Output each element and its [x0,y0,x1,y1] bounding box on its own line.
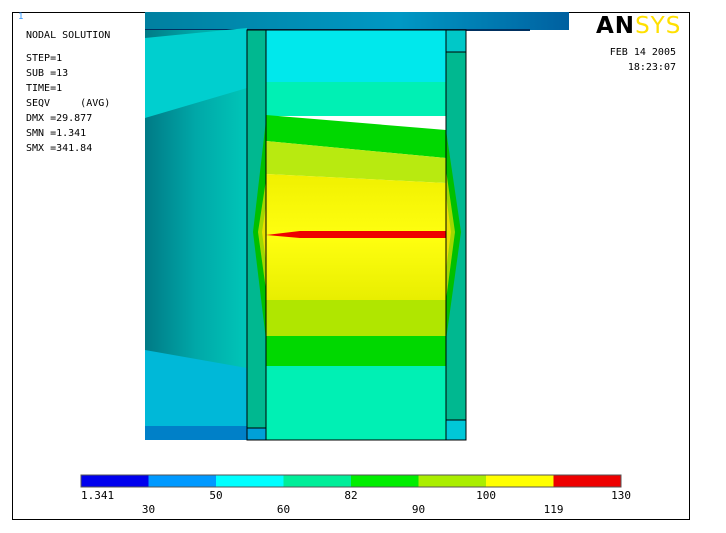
time-label: TIME=1 [26,83,63,94]
legend-bottom-label: 30 [141,503,156,516]
left-wall-bottom-accent [246,427,267,441]
legend-top-label: 82 [344,489,358,502]
legend-top-label: 1.341 [81,489,115,502]
time-stamp: 18:23:07 [627,62,676,73]
left-wall-yellow [262,205,266,262]
legend-swatch-3 [283,475,351,487]
left-body-bottom [145,426,247,440]
top-flange [145,12,569,30]
legend-swatch-6 [486,475,554,487]
left-wall-yellowgreen [258,180,266,290]
right-wall-yellow [446,195,451,270]
dmx-label: DMX =29.877 [26,113,93,124]
window-number: 1 [18,12,24,22]
legend-swatch-0 [81,475,149,487]
legend-bottom-label: 90 [411,503,426,516]
legend-bottom-label: 60 [276,503,291,516]
right-wall-bottom [445,419,467,441]
legend-swatch-2 [216,475,284,487]
date-stamp: FEB 14 2005 [609,47,676,58]
legend-bottom-label: 119 [543,503,564,516]
smx-label: SMX =341.84 [26,143,93,154]
result-title: NODAL SOLUTION [26,30,111,41]
logo-an: AN [596,13,636,39]
center-green-upper [266,115,446,158]
crack-region [266,231,446,238]
legend-outline [80,474,622,488]
seqv-label: SEQV (AVG) [26,98,111,109]
sub-label: SUB =13 [26,68,69,79]
center-aqua-lower [266,366,446,440]
ansys-logo: ANSYS [596,14,681,38]
step-label: STEP=1 [26,53,63,64]
legend-top-label: 50 [209,489,223,502]
legend-top-label: 100 [476,489,496,502]
legend-swatch-4 [351,475,419,487]
legend-top-label: 130 [611,489,631,502]
left-body-lower-band [145,350,247,430]
right-wall-top [445,29,467,53]
left-body-upper-band [145,28,247,118]
center-yellowgreen-upper [266,141,446,183]
center-cyan-band [266,30,446,82]
legend-swatch-1 [148,475,216,487]
smn-label: SMN =1.341 [26,128,87,139]
legend-swatch-5 [418,475,486,487]
center-column-outline [265,29,447,441]
center-yellowgreen-lower [266,300,446,336]
contour-legend [80,474,622,488]
center-green-lower [266,336,446,366]
logo-sys: SYS [635,13,682,39]
center-aqua-band [266,82,446,116]
legend-swatch-7 [553,475,621,487]
